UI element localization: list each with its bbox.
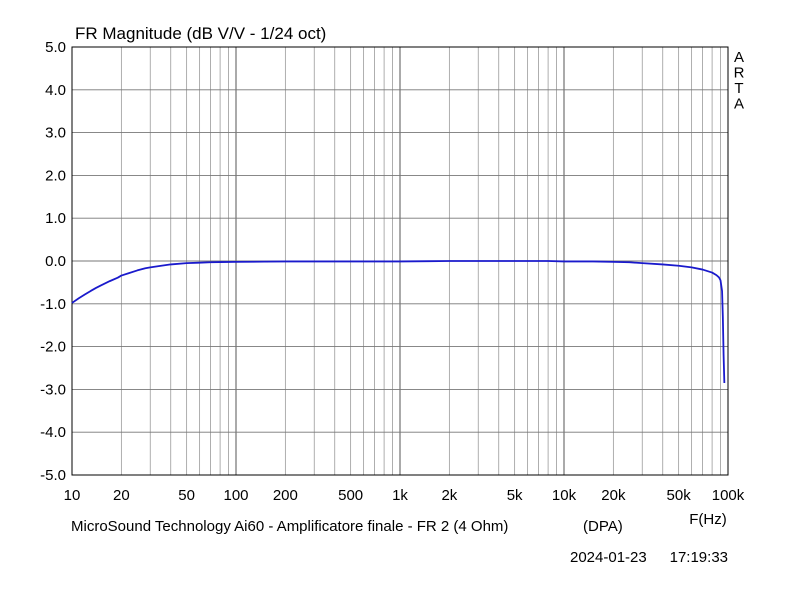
y-tick-label: 3.0 (45, 125, 66, 142)
series-layer (71, 260, 726, 384)
y-tick-label: -3.0 (40, 381, 66, 398)
brand-letter: R (734, 65, 745, 82)
x-tick-label: 20 (113, 487, 130, 504)
y-tick-labels: 5.0 4.0 3.0 2.0 1.0 0.0 -1.0 -2.0 -3.0 -4.0 -5.0 (40, 39, 66, 484)
x-tick-label: 500 (338, 487, 363, 504)
x-tick-label: 10k (552, 487, 577, 504)
plot-frame (71, 46, 729, 476)
y-tick-label: 1.0 (45, 210, 66, 227)
brand-letter: T (734, 80, 743, 97)
y-tick-label: -4.0 (40, 424, 66, 441)
x-tick-label: 50 (178, 487, 195, 504)
x-tick-label: 1k (392, 487, 408, 504)
y-tick-label: 4.0 (45, 82, 66, 99)
measurement-description: MicroSound Technology Ai60 - Amplificato… (71, 518, 508, 535)
measurement-time: 17:19:33 (670, 549, 728, 566)
y-tick-label: 0.0 (45, 253, 66, 270)
x-tick-labels: 10 20 50 100 200 500 1k 2k 5k 10k 20k 50k 100k (64, 487, 745, 504)
x-tick-label: 2k (441, 487, 457, 504)
x-tick-label: 100 (223, 487, 248, 504)
series-line (71, 260, 726, 384)
x-tick-label: 50k (667, 487, 692, 504)
x-tick-label: 10 (64, 487, 81, 504)
brand-letter: A (734, 49, 744, 66)
y-tick-label: 5.0 (45, 39, 66, 56)
measurement-date: 2024-01-23 (570, 549, 647, 566)
y-tick-label: -2.0 (40, 339, 66, 356)
chart-title: FR Magnitude (dB V/V - 1/24 oct) (75, 24, 326, 43)
x-tick-label: 20k (601, 487, 626, 504)
measurement-tag: (DPA) (583, 518, 623, 535)
x-tick-label: 5k (507, 487, 523, 504)
x-tick-label: 100k (712, 487, 745, 504)
x-tick-label: 200 (273, 487, 298, 504)
y-tick-label: -1.0 (40, 296, 66, 313)
y-tick-label: -5.0 (40, 467, 66, 484)
brand-letter: A (734, 96, 744, 113)
y-tick-label: 2.0 (45, 167, 66, 184)
x-axis-label: F(Hz) (689, 511, 727, 528)
